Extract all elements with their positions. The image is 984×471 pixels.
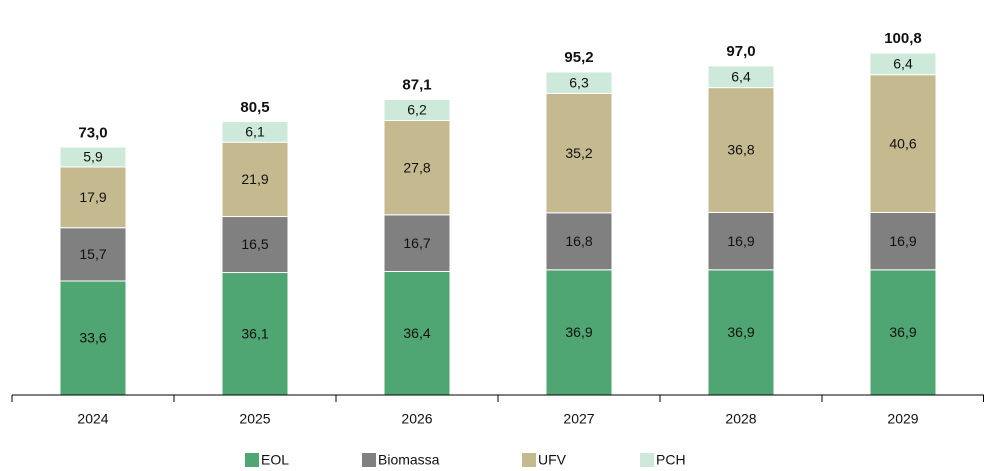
value-label: 16,7 [403, 235, 430, 251]
value-label: 17,9 [79, 189, 106, 205]
value-label: 16,8 [565, 233, 592, 249]
legend-label: EOL [261, 452, 289, 468]
total-label: 95,2 [564, 49, 593, 66]
bar-segment [221, 141, 289, 218]
total-label: 100,8 [884, 30, 922, 47]
value-label: 6,1 [245, 124, 265, 140]
legend-label: PCH [656, 452, 686, 468]
legend-label: Biomassa [378, 452, 440, 468]
value-label: 36,4 [403, 325, 430, 341]
value-label: 6,4 [893, 56, 913, 72]
x-tick-label: 2027 [563, 411, 594, 427]
bar-segment [59, 146, 127, 168]
bar-segment [869, 269, 937, 396]
value-label: 21,9 [241, 171, 268, 187]
bar-segment [707, 65, 775, 89]
total-label: 97,0 [726, 43, 755, 60]
bar-segment [221, 121, 289, 143]
value-label: 16,9 [727, 233, 754, 249]
bar-segment [383, 214, 451, 272]
x-tick-label: 2026 [401, 411, 432, 427]
x-tick-label: 2025 [239, 411, 270, 427]
value-label: 5,9 [83, 149, 103, 165]
bar-segment [545, 269, 613, 396]
bar-segment [59, 280, 127, 396]
value-label: 36,9 [565, 324, 592, 340]
bar-segment [707, 211, 775, 271]
legend-swatch [362, 453, 376, 467]
legend-swatch [245, 453, 259, 467]
x-tick-label: 2028 [725, 411, 756, 427]
legend-swatch [640, 453, 654, 467]
bar-segment [221, 216, 289, 274]
value-label: 27,8 [403, 159, 430, 175]
value-label: 6,2 [407, 102, 427, 118]
value-label: 6,3 [569, 74, 589, 90]
legend-label: UFV [538, 452, 567, 468]
bar-segment [383, 120, 451, 216]
value-label: 36,9 [727, 324, 754, 340]
bar-segment [869, 211, 937, 271]
x-tick-label: 2029 [887, 411, 918, 427]
legend-swatch [522, 453, 536, 467]
bar-segment [221, 272, 289, 396]
value-label: 15,7 [79, 246, 106, 262]
bar-segment [383, 271, 451, 396]
bar-segment [545, 71, 613, 94]
value-label: 36,1 [241, 325, 268, 341]
total-label: 80,5 [240, 99, 269, 116]
bar-segment [59, 227, 127, 282]
value-label: 33,6 [79, 330, 106, 346]
value-label: 36,9 [889, 324, 916, 340]
total-label: 87,1 [402, 76, 431, 93]
bar-segment [869, 52, 937, 76]
x-tick-label: 2024 [77, 411, 108, 427]
bar-segment [869, 74, 937, 213]
value-label: 36,8 [727, 142, 754, 158]
bar-segment [707, 87, 775, 213]
value-label: 16,9 [889, 233, 916, 249]
value-label: 6,4 [731, 68, 751, 84]
value-label: 35,2 [565, 145, 592, 161]
bar-segment [383, 98, 451, 122]
value-label: 16,5 [241, 236, 268, 252]
bar-segment [545, 92, 613, 214]
value-label: 40,6 [889, 135, 916, 151]
total-label: 73,0 [78, 124, 107, 141]
